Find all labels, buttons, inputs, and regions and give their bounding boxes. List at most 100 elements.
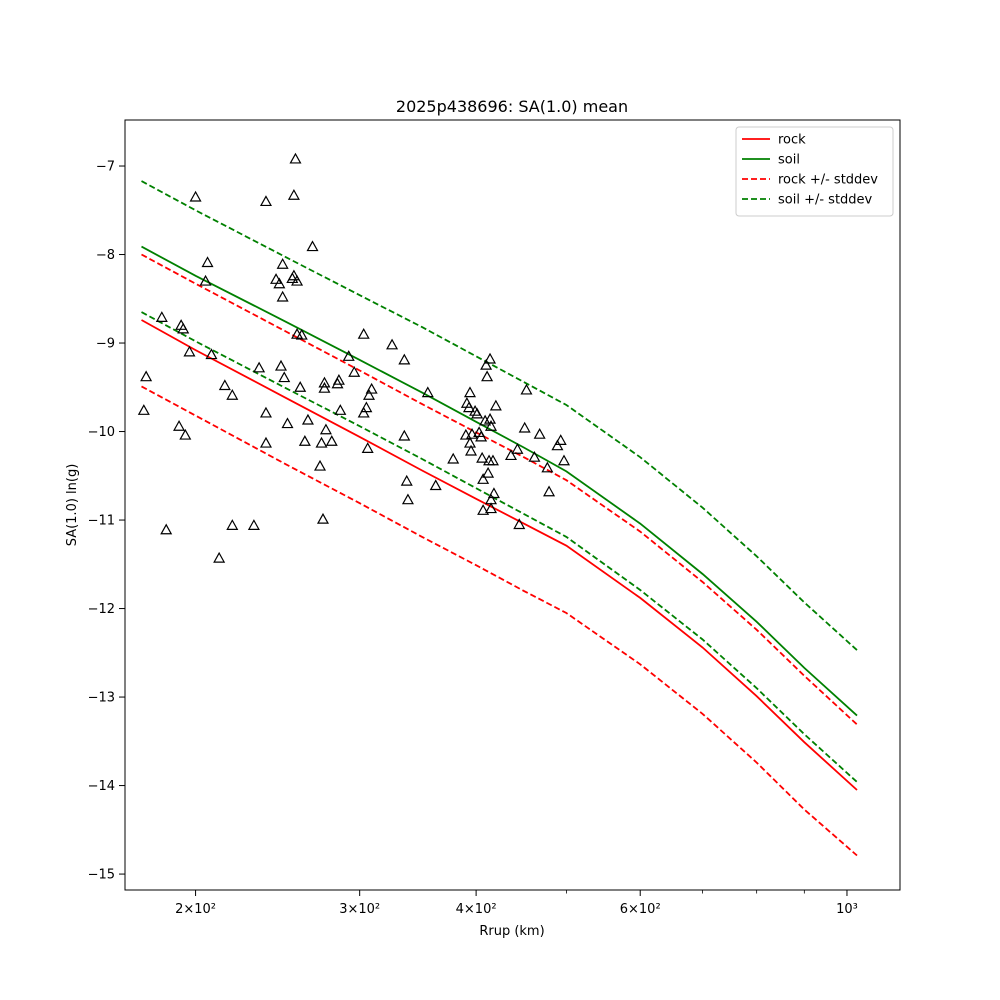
data-point — [360, 401, 373, 413]
legend: rock soil rock +/- stddev soil +/- stddev — [735, 126, 894, 217]
legend-label-soil-stddev: soil +/- stddev — [778, 193, 873, 208]
data-point — [421, 386, 434, 398]
data-point — [189, 190, 202, 202]
data-point — [199, 274, 212, 286]
series-line-rock-stddev — [141, 253, 858, 726]
data-point — [313, 459, 327, 471]
data-point — [160, 523, 173, 535]
data-point — [511, 443, 524, 454]
data-point — [541, 461, 554, 473]
data-point — [226, 389, 239, 400]
data-point — [533, 427, 546, 439]
data-point — [477, 473, 490, 484]
legend-label-soil: soil — [778, 153, 800, 168]
series-line-soil — [141, 245, 858, 717]
data-point — [177, 322, 190, 334]
data-point — [226, 519, 239, 530]
data-point — [484, 419, 498, 431]
data-point — [543, 485, 556, 497]
data-point — [475, 430, 488, 442]
series-layer — [141, 180, 858, 857]
data-point — [291, 274, 304, 286]
data-point — [173, 419, 186, 431]
data-point — [247, 519, 260, 530]
x-tick-label: 6×10² — [620, 902, 661, 917]
data-point — [464, 444, 478, 456]
x-tick-label: 10³ — [836, 902, 858, 917]
observation-points — [137, 152, 571, 563]
data-point — [270, 273, 283, 284]
data-point — [201, 256, 214, 268]
data-point — [316, 512, 330, 524]
data-point — [400, 474, 413, 486]
data-point — [295, 328, 308, 340]
data-point — [479, 414, 492, 426]
data-point — [179, 428, 192, 440]
data-point — [484, 502, 498, 514]
x-tick-label: 4×10² — [456, 902, 497, 917]
data-point — [447, 452, 460, 464]
data-point — [528, 450, 541, 462]
data-point — [365, 382, 378, 394]
data-point — [273, 277, 286, 289]
data-point — [259, 436, 272, 448]
data-point — [274, 359, 288, 371]
data-point — [298, 435, 311, 446]
data-point — [218, 379, 231, 391]
data-point — [484, 352, 497, 364]
data-point — [334, 404, 347, 415]
legend-label-rock-stddev: rock +/- stddev — [778, 173, 878, 188]
x-axis: 2×10² 3×10² 4×10² 6×10² 10³ — [175, 890, 858, 917]
x-axis-label: Rrup (km) — [479, 924, 544, 939]
x-tick-label: 3×10² — [339, 902, 380, 917]
series-line-rock-stddev — [141, 385, 858, 857]
data-point — [486, 454, 499, 466]
data-point — [401, 493, 414, 505]
data-point — [287, 188, 300, 200]
data-point — [489, 399, 502, 411]
data-point — [487, 487, 500, 499]
data-point — [557, 454, 571, 466]
data-point — [287, 269, 300, 281]
data-point — [463, 386, 477, 398]
data-point — [183, 345, 196, 357]
series-line-rock — [141, 319, 858, 791]
data-point — [259, 195, 272, 207]
y-tick-label: −10 — [88, 425, 115, 440]
plot-frame — [124, 119, 901, 891]
data-point — [294, 381, 307, 392]
y-axis-label: SA(1.0) ln(g) — [65, 464, 80, 547]
data-point — [319, 423, 332, 435]
data-point — [348, 366, 361, 377]
data-point — [476, 451, 489, 463]
y-tick-label: −7 — [96, 160, 115, 175]
data-point — [477, 504, 490, 515]
data-point — [357, 327, 370, 339]
data-point — [518, 421, 531, 433]
legend-label-rock: rock — [778, 133, 806, 148]
data-point — [213, 551, 226, 563]
data-point — [332, 373, 345, 385]
y-tick-label: −13 — [88, 691, 115, 706]
data-point — [306, 240, 319, 252]
data-point — [140, 370, 153, 382]
data-point — [361, 442, 374, 453]
data-point — [276, 258, 289, 269]
data-point — [481, 370, 494, 382]
data-point — [315, 436, 328, 448]
data-point — [325, 435, 338, 446]
y-tick-label: −12 — [88, 602, 115, 617]
legend-box — [735, 126, 894, 217]
data-point — [318, 376, 331, 388]
y-tick-label: −14 — [88, 779, 115, 794]
data-point — [289, 152, 302, 164]
y-tick-label: −15 — [88, 868, 115, 883]
data-point — [386, 338, 399, 350]
data-point — [362, 389, 376, 400]
data-point — [429, 479, 442, 491]
data-point — [466, 427, 479, 439]
data-point — [259, 406, 272, 418]
data-point — [554, 434, 567, 445]
data-point — [137, 404, 150, 415]
